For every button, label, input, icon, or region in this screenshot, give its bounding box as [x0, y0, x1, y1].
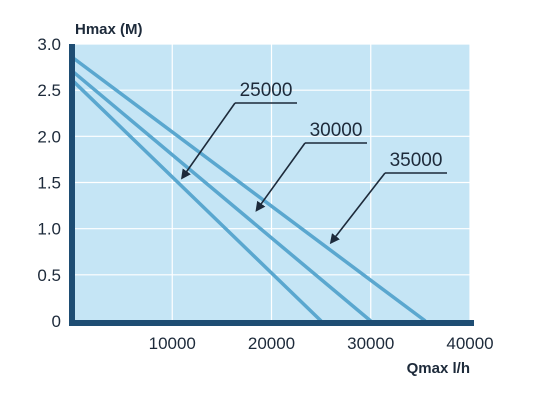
series-labels: 25000 30000 35000	[181, 80, 447, 245]
y-tick-label: 1.0	[37, 220, 61, 239]
y-tick-label: 0.5	[37, 266, 61, 285]
grid	[73, 43, 471, 321]
series-label-arrow	[255, 142, 306, 212]
series-label-arrow	[181, 102, 236, 180]
y-tick-label: 2.0	[37, 127, 61, 146]
y-tick-label: 2.5	[37, 81, 61, 100]
x-axis-line	[69, 320, 474, 326]
series-label-30000: 30000	[310, 120, 363, 141]
y-axis-label: Hmax (M)	[75, 21, 143, 38]
y-axis-line	[69, 44, 75, 326]
y-tick-label: 1.5	[37, 174, 61, 193]
x-tick-label: 20000	[248, 334, 295, 353]
series-lines	[71, 56, 427, 323]
x-tick-labels: 10000 20000 30000 40000	[149, 334, 494, 353]
series-line-25000	[71, 79, 323, 323]
series-label-25000: 25000	[240, 80, 293, 101]
series-line-30000	[71, 70, 372, 323]
x-tick-label: 30000	[347, 334, 394, 353]
y-tick-label: 3.0	[37, 35, 61, 54]
x-axis-label: Qmax l/h	[407, 360, 470, 377]
series-line-35000	[71, 56, 427, 323]
series-label-arrow	[329, 172, 386, 245]
y-tick-labels: 0 0.5 1.0 1.5 2.0 2.5 3.0	[37, 35, 61, 331]
series-label-35000: 35000	[390, 150, 443, 171]
x-tick-label: 10000	[149, 334, 196, 353]
x-tick-label: 40000	[446, 334, 493, 353]
y-tick-label: 0	[52, 312, 61, 331]
